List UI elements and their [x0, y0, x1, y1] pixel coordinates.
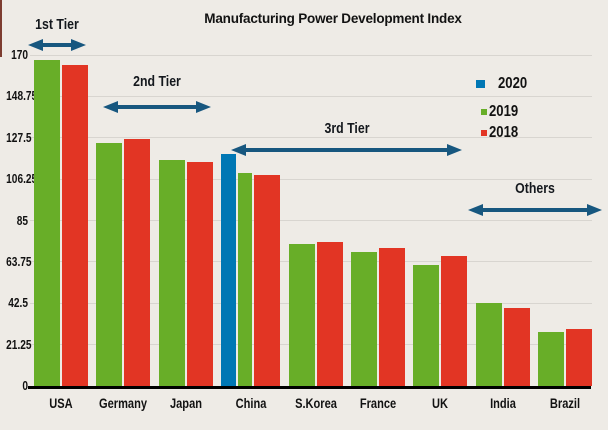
gridline-148.75 — [30, 95, 592, 97]
bar-2019-china — [238, 172, 253, 386]
x-axis-line — [28, 386, 591, 389]
bar-2018-japan — [186, 162, 213, 386]
legend-item-2018: 2018 — [476, 124, 525, 142]
x-axis-label-germany: Germany — [99, 396, 148, 411]
x-axis-label-japan: Japan — [169, 396, 202, 411]
legend-item-2020: 2020 — [476, 75, 534, 93]
x-axis-label-uk: UK — [432, 396, 449, 411]
bar-group-usa: USA — [34, 59, 88, 411]
bar-2019-brazil — [538, 331, 564, 386]
legend-swatch-2019 — [481, 109, 487, 115]
arrow-head-right-icon — [587, 204, 602, 216]
annotation-label-3rd-tier: 3rd Tier — [324, 121, 369, 137]
bar-2019-usa — [34, 59, 60, 386]
double-arrow-icon-others — [468, 204, 602, 216]
bar-group-uk: UK — [413, 255, 468, 411]
arrow-head-left-icon — [231, 144, 246, 156]
bar-2019-japan — [158, 160, 185, 386]
y-tick-label-42.5: 42.5 — [8, 295, 29, 311]
arrow-line — [37, 43, 77, 47]
double-arrow-icon-1st-tier — [28, 39, 86, 51]
gridline-106.25 — [30, 178, 592, 180]
bar-group-skorea: S.Korea — [288, 241, 343, 411]
bar-group-germany: Germany — [96, 138, 151, 411]
y-tick-label-0: 0 — [22, 378, 28, 393]
bar-group-france: France — [350, 247, 405, 411]
bar-2018-skorea — [316, 241, 343, 386]
bar-2018-germany — [124, 138, 151, 386]
x-axis-label-france: France — [359, 396, 397, 411]
legend-label-2018: 2018 — [489, 124, 519, 141]
x-axis-label-china: China — [235, 396, 267, 411]
arrow-line — [112, 105, 202, 109]
chart-title: Manufacturing Power Development Index — [204, 11, 462, 26]
arrow-line — [240, 148, 453, 152]
arrow-head-right-icon — [447, 144, 462, 156]
arrow-line — [477, 208, 593, 212]
left-edge-artifact — [0, 0, 2, 57]
bar-2019-skorea — [288, 243, 315, 386]
gridline-127.5 — [30, 137, 592, 139]
bar-2018-china — [254, 174, 281, 386]
bar-2019-india — [475, 303, 502, 386]
bar-2018-brazil — [566, 328, 592, 386]
bar-group-japan: Japan — [158, 160, 213, 411]
arrow-head-left-icon — [28, 39, 43, 51]
y-tick-label-170: 170 — [11, 47, 28, 62]
x-axis-label-brazil: Brazil — [549, 396, 581, 411]
legend-swatch-2020 — [476, 80, 485, 88]
y-tick-label-106.25: 106.25 — [6, 171, 38, 187]
arrow-head-left-icon — [468, 204, 483, 216]
legend-label-2019: 2019 — [489, 103, 519, 120]
bar-group-china: China — [221, 154, 281, 411]
y-tick-label-63.75: 63.75 — [6, 253, 32, 269]
bar-group-brazil: Brazil — [538, 328, 592, 411]
y-tick-label-127.5: 127.5 — [6, 129, 32, 145]
x-axis-label-usa: USA — [49, 396, 73, 411]
arrow-head-right-icon — [71, 39, 86, 51]
y-tick-label-148.75: 148.75 — [6, 88, 38, 104]
plot-area: USA Germany Japan China S.Korea France UK India… — [30, 55, 592, 411]
annotation-label-2nd-tier: 2nd Tier — [133, 74, 181, 90]
double-arrow-icon-3rd-tier — [231, 144, 462, 156]
gridline-85 — [30, 220, 592, 221]
double-arrow-icon-2nd-tier — [103, 101, 211, 113]
arrow-head-right-icon — [196, 101, 211, 113]
arrow-head-left-icon — [103, 101, 118, 113]
x-axis-label-skorea: S.Korea — [294, 396, 337, 411]
annotation-label-others: Others — [515, 181, 555, 197]
y-tick-label-21.25: 21.25 — [6, 336, 32, 352]
bar-2019-germany — [96, 142, 123, 386]
bar-2019-uk — [413, 265, 440, 386]
bar-2018-france — [378, 247, 405, 386]
legend-item-2019: 2019 — [476, 103, 525, 121]
bar-2018-uk — [441, 255, 468, 386]
bar-2018-india — [503, 308, 530, 386]
x-axis-label-india: India — [489, 396, 516, 411]
bar-group-india: India — [475, 303, 530, 411]
gridline-170 — [30, 54, 592, 56]
legend-label-2020: 2020 — [498, 75, 528, 92]
bar-2019-france — [350, 251, 377, 386]
bar-2020-china — [221, 154, 237, 386]
legend-swatch-2018 — [481, 130, 487, 136]
y-tick-label-85: 85 — [16, 212, 28, 228]
annotation-label-1st-tier: 1st Tier — [35, 17, 79, 33]
bar-2018-usa — [62, 64, 88, 386]
